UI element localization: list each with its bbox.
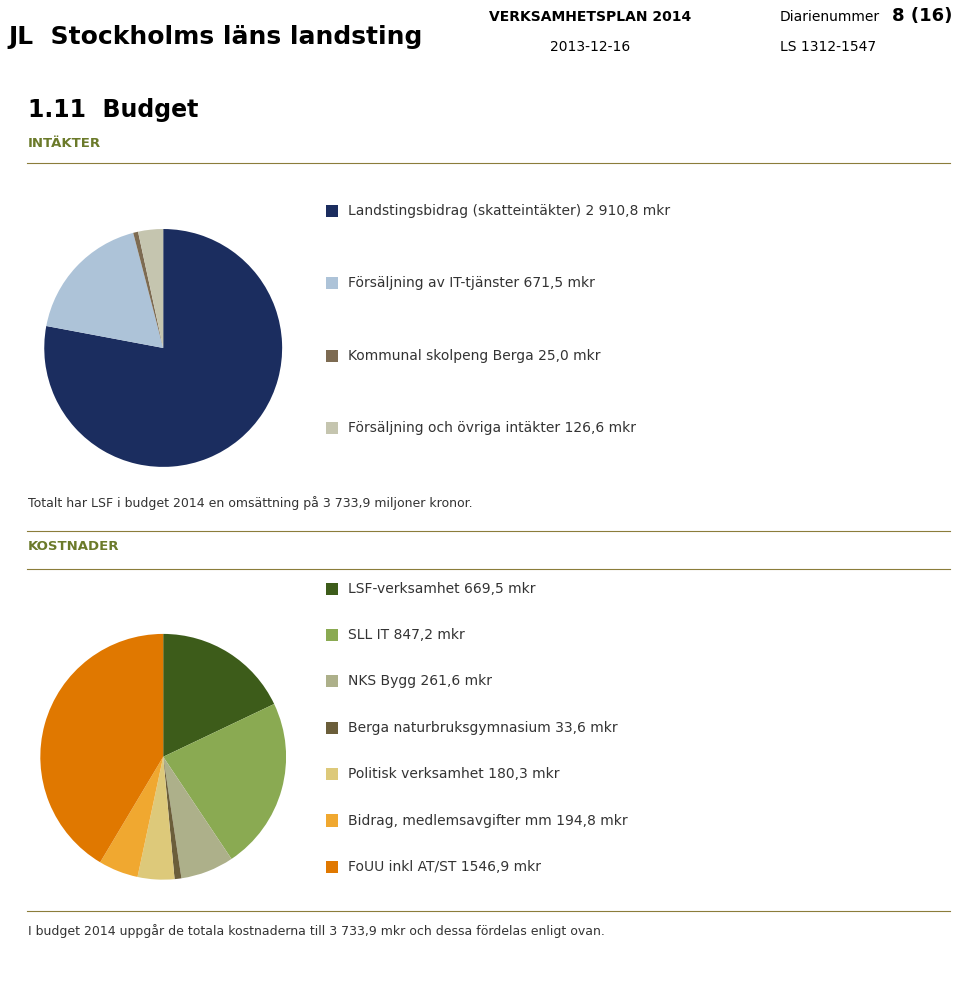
Wedge shape [100, 757, 163, 877]
Text: 8 (16): 8 (16) [892, 7, 952, 25]
Bar [326, 629, 338, 641]
Text: VERKSAMHETSPLAN 2014: VERKSAMHETSPLAN 2014 [489, 10, 691, 24]
Text: Bidrag, medlemsavgifter mm 194,8 mkr: Bidrag, medlemsavgifter mm 194,8 mkr [348, 813, 627, 828]
Wedge shape [163, 634, 275, 757]
Text: JL  Stockholms läns landsting: JL Stockholms läns landsting [8, 25, 422, 49]
Wedge shape [133, 232, 163, 348]
Text: NKS Bygg 261,6 mkr: NKS Bygg 261,6 mkr [348, 674, 492, 688]
Text: Totalt har LSF i budget 2014 en omsättning på 3 733,9 miljoner kronor.: Totalt har LSF i budget 2014 en omsättni… [28, 496, 472, 510]
Text: Försäljning och övriga intäkter 126,6 mkr: Försäljning och övriga intäkter 126,6 mk… [348, 421, 636, 435]
Bar [326, 722, 338, 734]
Text: Politisk verksamhet 180,3 mkr: Politisk verksamhet 180,3 mkr [348, 767, 559, 781]
Text: Försäljning av IT-tjänster 671,5 mkr: Försäljning av IT-tjänster 671,5 mkr [348, 276, 594, 290]
Wedge shape [44, 229, 282, 467]
Text: I budget 2014 uppgår de totala kostnaderna till 3 733,9 mkr och dessa fördelas e: I budget 2014 uppgår de totala kostnader… [28, 924, 605, 938]
Bar [326, 350, 338, 362]
Bar [326, 205, 338, 217]
Text: LSF-verksamhet 669,5 mkr: LSF-verksamhet 669,5 mkr [348, 582, 535, 596]
Bar [326, 768, 338, 780]
Wedge shape [163, 757, 181, 879]
Text: 1.11  Budget: 1.11 Budget [28, 98, 199, 122]
Wedge shape [46, 233, 163, 348]
Wedge shape [40, 634, 163, 862]
Bar [326, 422, 338, 434]
Text: FoUU inkl AT/ST 1546,9 mkr: FoUU inkl AT/ST 1546,9 mkr [348, 860, 540, 874]
Bar [326, 861, 338, 873]
Text: LS 1312-1547: LS 1312-1547 [780, 40, 876, 54]
Text: KOSTNADER: KOSTNADER [28, 540, 119, 553]
Wedge shape [163, 757, 231, 878]
Wedge shape [138, 229, 163, 348]
Text: INTÄKTER: INTÄKTER [28, 137, 101, 150]
Text: Landstingsbidrag (skatteintäkter) 2 910,8 mkr: Landstingsbidrag (skatteintäkter) 2 910,… [348, 204, 670, 218]
Wedge shape [163, 704, 286, 859]
Bar [326, 583, 338, 595]
Text: Berga naturbruksgymnasium 33,6 mkr: Berga naturbruksgymnasium 33,6 mkr [348, 721, 617, 735]
Text: Kommunal skolpeng Berga 25,0 mkr: Kommunal skolpeng Berga 25,0 mkr [348, 349, 600, 363]
Text: SLL IT 847,2 mkr: SLL IT 847,2 mkr [348, 628, 465, 642]
Text: Diarienummer: Diarienummer [780, 10, 880, 24]
Bar [326, 814, 338, 827]
Wedge shape [137, 757, 175, 880]
Bar [326, 675, 338, 687]
Text: 2013-12-16: 2013-12-16 [550, 40, 630, 54]
Bar [326, 277, 338, 289]
